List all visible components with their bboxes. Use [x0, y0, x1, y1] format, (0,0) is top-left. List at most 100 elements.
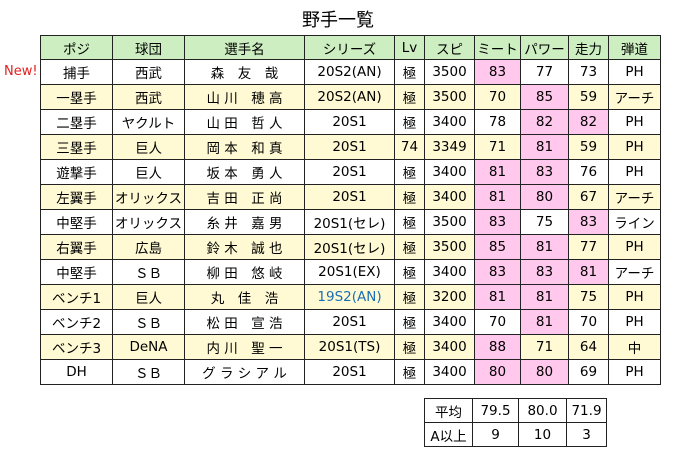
- speed-cell: 3400: [424, 309, 475, 335]
- trajectory-cell: アーチ: [608, 84, 661, 110]
- position-cell: 中堅手: [40, 209, 113, 235]
- position-cell: ベンチ1: [40, 284, 113, 310]
- level-cell: 極: [394, 309, 425, 335]
- running-cell: 59: [568, 84, 609, 110]
- meet-cell: 70: [474, 309, 521, 335]
- player-name-cell: グ ラ シ ア ル: [184, 359, 305, 385]
- position-cell: 三塁手: [40, 134, 113, 160]
- table-row: DH ＳＢ グ ラ シ ア ル 20S1 極 3400 80 80 69 PH: [40, 359, 661, 385]
- page-title: 野手一覧: [302, 10, 374, 31]
- player-name-cell: 森 友 哉: [184, 59, 305, 85]
- level-cell: 極: [394, 84, 425, 110]
- stats-value: 3: [566, 422, 607, 447]
- speed-cell: 3500: [424, 84, 475, 110]
- series-cell: 20S1: [304, 159, 395, 185]
- player-name-cell: 山 川 穂 高: [184, 84, 305, 110]
- header-position: ポジ: [40, 35, 113, 60]
- series-cell: 20S2(AN): [304, 59, 395, 85]
- speed-cell: 3349: [424, 134, 475, 160]
- trajectory-cell: PH: [608, 159, 661, 185]
- stats-value: 10: [518, 422, 567, 447]
- power-cell: 83: [520, 259, 569, 285]
- position-cell: ベンチ2: [40, 309, 113, 335]
- position-cell: 右翼手: [40, 234, 113, 260]
- team-cell: 西武: [112, 84, 185, 110]
- meet-cell: 81: [474, 159, 521, 185]
- table-row: 中堅手 ＳＢ 柳 田 悠 岐 20S1(EX) 極 3400 83 83 81 アーチ: [40, 259, 661, 285]
- fielder-table: ポジ 球団 選手名 シリーズ Lv スピ ミート パワー 走力 弾道 捕手 西武森 友 哉 20S2(A…: [40, 35, 661, 385]
- team-cell: ＳＢ: [112, 359, 185, 385]
- team-cell: 巨人: [112, 134, 185, 160]
- trajectory-cell: アーチ: [608, 259, 661, 285]
- player-name-cell: 鈴 木 誠 也: [184, 234, 305, 260]
- new-badge: New!: [4, 64, 38, 79]
- running-cell: 83: [568, 209, 609, 235]
- speed-cell: 3400: [424, 359, 475, 385]
- player-name-cell: 丸 佳 浩: [184, 284, 305, 310]
- stats-value: 9: [472, 422, 519, 447]
- header-series: シリーズ: [304, 35, 395, 60]
- team-cell: ＳＢ: [112, 309, 185, 335]
- player-name-cell: 岡 本 和 真: [184, 134, 305, 160]
- meet-cell: 88: [474, 334, 521, 360]
- power-cell: 80: [520, 359, 569, 385]
- speed-cell: 3400: [424, 159, 475, 185]
- level-cell: 極: [394, 159, 425, 185]
- trajectory-cell: PH: [608, 309, 661, 335]
- trajectory-cell: 中: [608, 334, 661, 360]
- player-name-cell: 松 田 宣 浩: [184, 309, 305, 335]
- power-cell: 81: [520, 309, 569, 335]
- header-speed: スピ: [424, 35, 475, 60]
- trajectory-cell: PH: [608, 234, 661, 260]
- running-cell: 64: [568, 334, 609, 360]
- meet-cell: 81: [474, 284, 521, 310]
- trajectory-cell: PH: [608, 59, 661, 85]
- series-cell: 20S2(AN): [304, 84, 395, 110]
- stats-value: 80.0: [518, 398, 567, 423]
- power-cell: 85: [520, 84, 569, 110]
- power-cell: 81: [520, 134, 569, 160]
- header-level: Lv: [394, 35, 425, 60]
- running-cell: 75: [568, 284, 609, 310]
- series-cell: 20S1(EX): [304, 259, 395, 285]
- series-cell: 20S1: [304, 109, 395, 135]
- running-cell: 69: [568, 359, 609, 385]
- player-name-cell: 坂 本 勇 人: [184, 159, 305, 185]
- meet-cell: 78: [474, 109, 521, 135]
- power-cell: 77: [520, 59, 569, 85]
- meet-cell: 83: [474, 209, 521, 235]
- header-team: 球団: [112, 35, 185, 60]
- speed-cell: 3500: [424, 59, 475, 85]
- position-cell: DH: [40, 359, 113, 385]
- meet-cell: 83: [474, 59, 521, 85]
- speed-cell: 3400: [424, 109, 475, 135]
- trajectory-cell: PH: [608, 359, 661, 385]
- running-cell: 67: [568, 184, 609, 210]
- stats-row: A以上 9 10 3: [424, 422, 607, 447]
- table-row: 三塁手 巨人岡 本 和 真 20S1 74 3349 71 81 59 PH: [40, 134, 661, 160]
- speed-cell: 3400: [424, 334, 475, 360]
- team-cell: 巨人: [112, 284, 185, 310]
- player-name-cell: 柳 田 悠 岐: [184, 259, 305, 285]
- header-running: 走力: [568, 35, 609, 60]
- table-header-row: ポジ 球団 選手名 シリーズ Lv スピ ミート パワー 走力 弾道: [40, 35, 661, 60]
- series-cell: 20S1: [304, 359, 395, 385]
- header-player-name: 選手名: [184, 35, 305, 60]
- table-row: 一塁手 西武山 川 穂 高 20S2(AN) 極 3500 70 85 59 アーチ: [40, 84, 661, 110]
- header-meet: ミート: [474, 35, 521, 60]
- header-trajectory: 弾道: [608, 35, 661, 60]
- player-name-cell: 吉 田 正 尚: [184, 184, 305, 210]
- stats-label: 平均: [424, 398, 473, 423]
- level-cell: 極: [394, 284, 425, 310]
- meet-cell: 70: [474, 84, 521, 110]
- level-cell: 極: [394, 259, 425, 285]
- speed-cell: 3500: [424, 234, 475, 260]
- running-cell: 77: [568, 234, 609, 260]
- position-cell: 左翼手: [40, 184, 113, 210]
- position-cell: 一塁手: [40, 84, 113, 110]
- table-row: 二塁手 ヤクルト山 田 哲 人 20S1 極 3400 78 82 82 PH: [40, 109, 661, 135]
- trajectory-cell: アーチ: [608, 184, 661, 210]
- team-cell: DeNA: [112, 334, 185, 360]
- stats-row: 平均 79.5 80.0 71.9: [424, 398, 607, 423]
- series-cell: 20S1(セレ): [304, 234, 395, 260]
